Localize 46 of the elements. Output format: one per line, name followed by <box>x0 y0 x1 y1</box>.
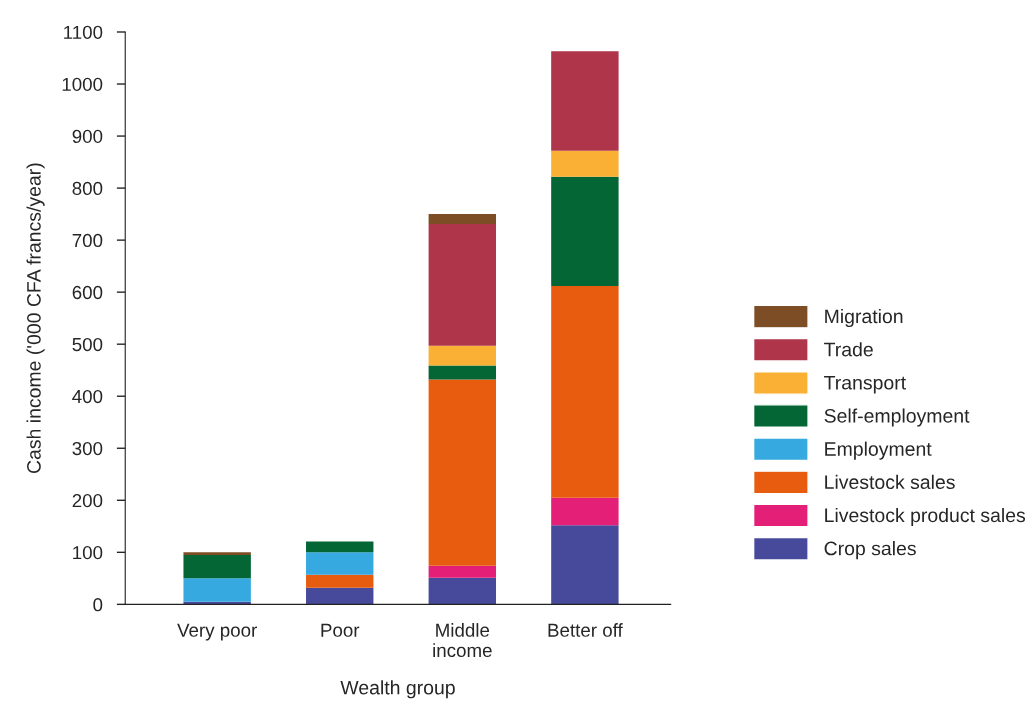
y-tick-label: 500 <box>72 337 103 352</box>
legend-label: Crop sales <box>824 541 916 560</box>
bar <box>428 577 497 605</box>
bar <box>551 51 619 151</box>
legend-label: Migration <box>825 308 903 328</box>
y-tick-label: 300 <box>72 441 103 456</box>
x-tick-label: Very poor <box>177 623 257 641</box>
bar <box>551 176 619 286</box>
x-tick-label: Middle income <box>433 623 492 658</box>
bar <box>183 554 251 579</box>
bar <box>428 345 497 366</box>
bar <box>551 525 619 605</box>
bar <box>306 541 374 553</box>
legend-label: Trade <box>824 342 873 357</box>
bar <box>428 223 497 346</box>
bar <box>306 587 374 605</box>
bar <box>428 214 497 224</box>
bar <box>183 578 251 602</box>
bar <box>306 574 374 588</box>
legend-label: Livestock product sales <box>825 507 1026 527</box>
y-tick-label: 1000 <box>62 77 103 92</box>
y-tick-label: 700 <box>72 233 103 248</box>
y-tick-label: 200 <box>72 493 103 508</box>
y-axis-title: Cash income ('000 CFA francs/year) <box>26 163 45 474</box>
legend-label: Transport <box>824 376 906 394</box>
bar <box>551 285 619 498</box>
legend-label: Livestock sales <box>825 474 955 490</box>
legend-label: Self-employment <box>824 408 970 427</box>
bar <box>428 365 497 380</box>
y-tick-label: 400 <box>72 389 103 404</box>
y-tick-label: 0 <box>93 598 103 612</box>
bar <box>551 497 619 526</box>
legend-label: Employment <box>825 441 932 460</box>
y-tick-label: 800 <box>72 181 103 196</box>
y-tick-label: 900 <box>72 129 103 144</box>
bar <box>428 379 497 566</box>
bar <box>306 552 374 575</box>
bar <box>428 565 497 578</box>
y-tick-label: 100 <box>73 546 103 560</box>
x-axis-title: Wealth group <box>340 680 455 699</box>
bar <box>183 552 251 555</box>
bar <box>551 150 619 177</box>
x-tick-label: Better off <box>548 623 623 637</box>
y-tick-label: 1100 <box>64 25 103 39</box>
x-tick-label: Poor <box>321 623 360 637</box>
y-tick-label: 600 <box>72 285 103 300</box>
